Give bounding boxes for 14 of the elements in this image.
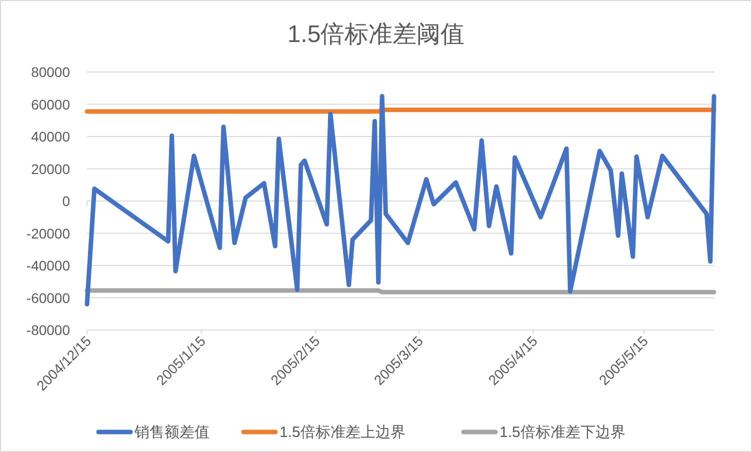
y-tick-label: 40000	[31, 128, 70, 144]
y-tick-label: 80000	[31, 64, 70, 80]
legend-label: 销售额差值	[134, 424, 210, 441]
y-tick-label: -40000	[26, 258, 70, 274]
y-tick-label: -20000	[26, 225, 70, 242]
y-tick-label: 60000	[31, 96, 70, 112]
legend-label: 1.5倍标准差下边界	[500, 424, 626, 441]
y-tick-label: -60000	[26, 290, 70, 306]
line-series	[84, 94, 716, 306]
y-tick-label: -80000	[26, 322, 70, 338]
y-tick-label: 0	[62, 193, 70, 209]
y-tick-label: 20000	[31, 160, 70, 177]
chart-title: 1.5倍标准差阈值	[287, 21, 465, 48]
legend-label: 1.5倍标准差上边界	[280, 424, 406, 441]
